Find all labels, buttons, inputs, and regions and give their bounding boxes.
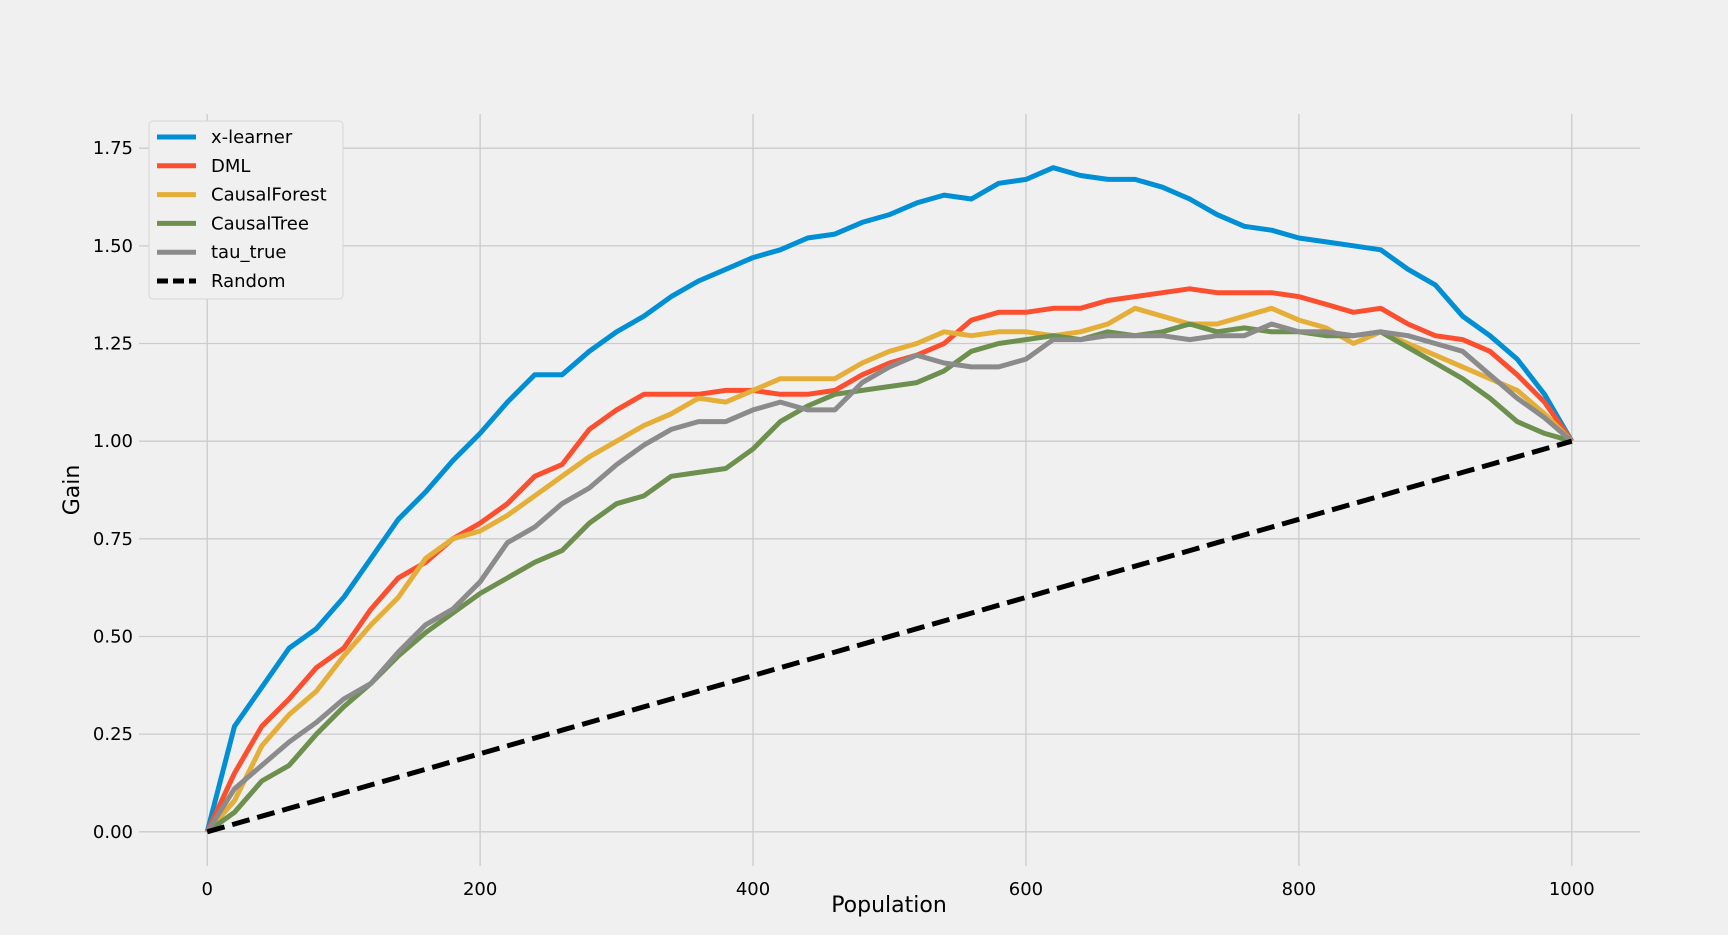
series-line-tau-true: [205, 321, 1574, 834]
series-line-causalforest: [205, 305, 1574, 834]
series-lines: [204, 165, 1574, 835]
y-tick-label: 0.25: [93, 724, 133, 745]
y-tick-label: 0.50: [93, 626, 133, 647]
x-tick-label: 200: [463, 879, 497, 900]
y-axis-ticks: 0.00 0.25 0.50 0.75 1.00 1.25 1.50 1.75: [93, 138, 133, 843]
y-axis-label: Gain: [60, 465, 85, 516]
y-tick-label: 0.75: [93, 529, 133, 550]
series-line-dml: [204, 286, 1574, 833]
x-axis-label: Population: [831, 893, 947, 918]
series-line-random: [206, 438, 1573, 835]
legend-label: x-learner: [211, 127, 293, 148]
x-tick-label: 0: [202, 879, 213, 900]
y-tick-label: 1.25: [93, 334, 133, 355]
y-tick-label: 1.50: [93, 236, 133, 257]
x-tick-label: 400: [736, 879, 770, 900]
y-tick-label: 1.00: [93, 431, 133, 452]
legend-label: CausalTree: [211, 213, 309, 234]
legend-label: tau_true: [211, 242, 286, 263]
grid-lines: [139, 114, 1640, 866]
x-tick-label: 600: [1009, 879, 1043, 900]
legend-label: CausalForest: [211, 185, 327, 206]
y-tick-label: 0.00: [93, 822, 133, 843]
legend-label: Random: [211, 271, 286, 292]
x-axis-ticks: 0 200 400 600 800 1000: [202, 879, 1595, 900]
series-line-x-learner: [204, 165, 1574, 833]
legend-box: [148, 120, 344, 300]
legend-label: DML: [211, 156, 250, 177]
legend: x-learner DML CausalForest CausalTree tau_tr…: [148, 120, 344, 300]
x-tick-label: 800: [1282, 879, 1316, 900]
x-tick-label: 1000: [1549, 879, 1595, 900]
y-tick-label: 1.75: [93, 138, 133, 159]
